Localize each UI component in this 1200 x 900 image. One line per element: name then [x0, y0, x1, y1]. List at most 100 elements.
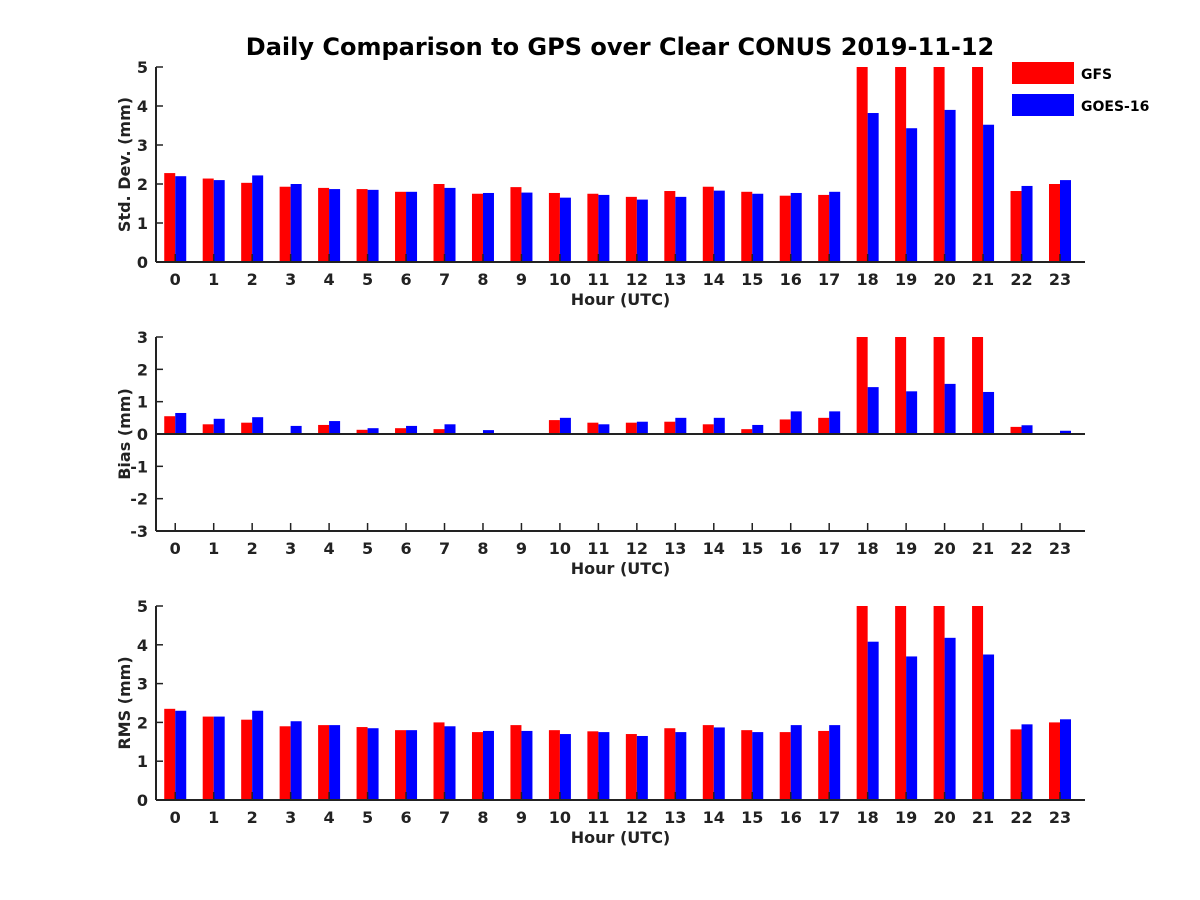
- bar-std-goes16-23: [1059, 180, 1071, 262]
- x-tick-label-rms: 6: [400, 808, 411, 827]
- y-tick-label-bias: 1: [137, 393, 148, 412]
- x-tick-label-rms: 3: [285, 808, 296, 827]
- bar-rms-goes16-3: [290, 721, 302, 800]
- bar-std-gfs-12: [625, 196, 637, 262]
- legend: GFS GOES-16: [1012, 62, 1149, 116]
- y-tick-label-bias: 0: [137, 425, 148, 444]
- bar-rms-goes16-8: [482, 730, 494, 800]
- bar-bias-gfs-6: [395, 428, 407, 434]
- bar-std-gfs-18: [856, 67, 868, 262]
- x-tick-label-bias: 8: [477, 539, 488, 558]
- bar-std-gfs-21: [972, 67, 984, 262]
- bar-std-goes16-4: [329, 189, 341, 262]
- bar-bias-gfs-21: [972, 337, 984, 434]
- bar-rms-goes16-16: [790, 725, 802, 800]
- bar-bias-gfs-4: [318, 424, 330, 434]
- x-axis-label-bias: Hour (UTC): [571, 559, 671, 578]
- bar-bias-gfs-22: [1010, 426, 1022, 434]
- bar-rms-gfs-16: [779, 732, 791, 800]
- bar-std-goes16-10: [559, 197, 571, 262]
- bar-std-goes16-22: [1021, 185, 1033, 262]
- x-tick-label-rms: 7: [439, 808, 450, 827]
- x-axis-label-rms: Hour (UTC): [571, 828, 671, 847]
- x-tick-label-rms: 14: [703, 808, 725, 827]
- legend-label-gfs: GFS: [1081, 67, 1112, 83]
- bar-bias-goes16-20: [944, 383, 956, 434]
- bar-rms-gfs-6: [395, 730, 407, 800]
- bar-bias-goes16-16: [790, 411, 802, 434]
- bar-std-gfs-2: [241, 182, 253, 262]
- bar-bias-goes16-7: [444, 424, 456, 434]
- x-tick-label-std: 16: [780, 270, 802, 289]
- bar-bias-gfs-15: [741, 429, 753, 434]
- bar-rms-goes16-6: [406, 730, 418, 800]
- x-tick-label-rms: 8: [477, 808, 488, 827]
- bar-bias-gfs-10: [548, 420, 560, 434]
- x-tick-label-std: 4: [324, 270, 335, 289]
- bar-std-goes16-7: [444, 187, 456, 262]
- bar-std-goes16-3: [290, 184, 302, 262]
- y-axis-label-rms: RMS (mm): [115, 656, 134, 749]
- bar-std-goes16-1: [213, 180, 225, 262]
- bar-std-goes16-13: [675, 196, 687, 262]
- y-axis-label-bias: Bias (mm): [115, 388, 134, 480]
- y-tick-label-rms: 3: [137, 675, 148, 694]
- bar-rms-gfs-23: [1048, 722, 1060, 800]
- x-tick-label-bias: 1: [208, 539, 219, 558]
- y-tick-label-rms: 4: [137, 636, 148, 655]
- bar-rms-goes16-0: [175, 710, 187, 800]
- bar-std-goes16-8: [482, 192, 494, 262]
- bar-bias-goes16-3: [290, 425, 302, 434]
- x-tick-label-std: 12: [626, 270, 648, 289]
- bar-rms-gfs-8: [471, 732, 483, 800]
- bar-rms-goes16-11: [598, 732, 610, 800]
- bar-bias-gfs-0: [164, 416, 176, 434]
- bar-std-gfs-11: [587, 193, 599, 262]
- bar-bias-goes16-19: [906, 391, 918, 434]
- x-tick-label-bias: 15: [741, 539, 763, 558]
- x-tick-label-std: 21: [972, 270, 994, 289]
- bar-rms-gfs-3: [279, 726, 291, 800]
- bar-bias-goes16-15: [752, 424, 764, 434]
- bar-std-goes16-6: [406, 191, 418, 262]
- x-tick-label-bias: 13: [664, 539, 686, 558]
- x-tick-label-std: 10: [549, 270, 571, 289]
- bar-rms-goes16-5: [367, 728, 379, 800]
- bar-bias-goes16-11: [598, 424, 610, 434]
- y-tick-label-rms: 1: [137, 752, 148, 771]
- bar-bias-goes16-0: [175, 412, 187, 434]
- x-tick-label-std: 7: [439, 270, 450, 289]
- bar-std-goes16-14: [713, 190, 725, 262]
- x-tick-label-rms: 10: [549, 808, 571, 827]
- y-tick-label-rms: 2: [137, 713, 148, 732]
- x-tick-label-rms: 5: [362, 808, 373, 827]
- bar-std-goes16-20: [944, 109, 956, 262]
- x-tick-label-std: 3: [285, 270, 296, 289]
- bar-std-goes16-17: [829, 191, 841, 262]
- bar-rms-goes16-7: [444, 726, 456, 800]
- legend-swatch-goes16: [1012, 94, 1074, 116]
- bar-rms-gfs-19: [895, 606, 907, 800]
- x-tick-label-rms: 0: [170, 808, 181, 827]
- bar-std-gfs-5: [356, 189, 368, 262]
- bar-std-goes16-9: [521, 192, 533, 262]
- x-tick-label-rms: 12: [626, 808, 648, 827]
- bar-std-goes16-11: [598, 194, 610, 262]
- bar-bias-gfs-11: [587, 422, 599, 434]
- y-tick-label-rms: 5: [137, 597, 148, 616]
- x-tick-label-bias: 12: [626, 539, 648, 558]
- x-tick-label-bias: 21: [972, 539, 994, 558]
- y-tick-label-bias: 2: [137, 360, 148, 379]
- bar-std-goes16-16: [790, 192, 802, 262]
- bar-rms-gfs-9: [510, 725, 522, 800]
- bar-rms-gfs-10: [548, 730, 560, 800]
- bar-rms-gfs-12: [625, 734, 637, 800]
- bar-bias-goes16-10: [559, 417, 571, 434]
- x-axis-label-std: Hour (UTC): [571, 290, 671, 309]
- bar-std-gfs-8: [471, 193, 483, 262]
- bars-bias: [164, 337, 1071, 434]
- x-tick-label-rms: 19: [895, 808, 917, 827]
